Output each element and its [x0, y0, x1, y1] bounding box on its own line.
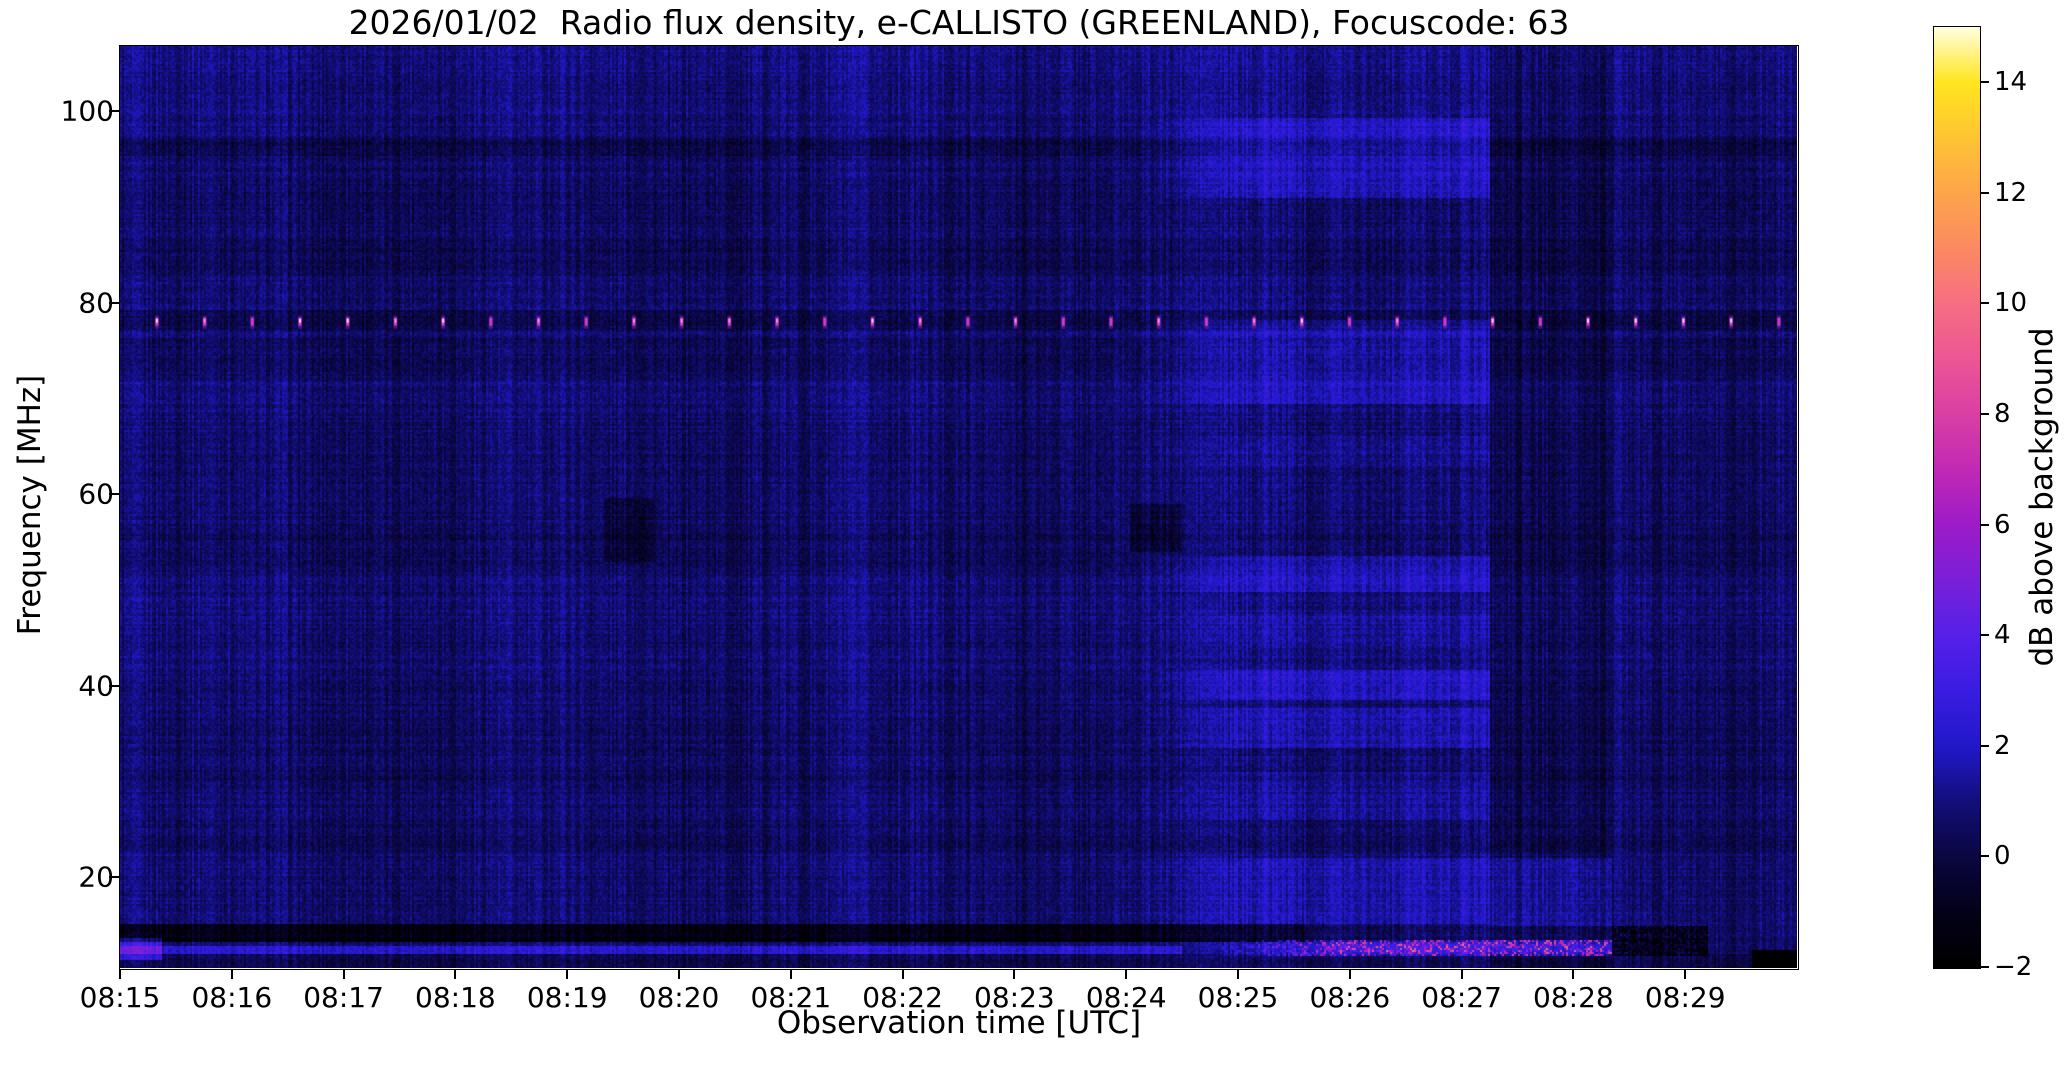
- colorbar-tick-mark: [1981, 81, 1989, 84]
- x-tick-mark: [1460, 969, 1463, 979]
- colorbar-tick-label: 12: [1994, 177, 2028, 208]
- x-tick-label: 08:22: [862, 981, 943, 1014]
- y-axis-label: Frequency [MHz]: [12, 374, 48, 636]
- x-tick-label: 08:23: [974, 981, 1055, 1014]
- x-tick-label: 08:21: [750, 981, 832, 1014]
- colorbar-tick-label: 6: [1994, 509, 2011, 540]
- colorbar-label: dB above background: [2024, 327, 2060, 667]
- x-tick-mark: [901, 969, 904, 979]
- x-tick-label: 08:15: [79, 981, 161, 1014]
- x-tick-mark: [342, 969, 345, 979]
- colorbar-tick-label: 8: [1994, 399, 2011, 430]
- x-tick-mark: [566, 969, 569, 979]
- y-tick-mark: [109, 301, 119, 304]
- colorbar-tick-label: 2: [1994, 730, 2011, 761]
- spectrogram-canvas: [120, 46, 1797, 968]
- x-tick-label: 08:24: [1085, 981, 1167, 1014]
- x-tick-label: 08:27: [1421, 981, 1502, 1014]
- colorbar-tick-mark: [1981, 855, 1989, 858]
- colorbar-tick-mark: [1981, 302, 1989, 305]
- x-tick-label: 08:25: [1197, 981, 1279, 1014]
- colorbar-tick-label: 10: [1994, 288, 2028, 319]
- colorbar-tick-label: 4: [1994, 620, 2011, 651]
- y-tick-label: 60: [78, 477, 114, 511]
- x-tick-label: 08:17: [303, 981, 384, 1014]
- colorbar-tick-mark: [1981, 634, 1989, 637]
- y-tick-mark: [109, 684, 119, 687]
- x-tick-mark: [1348, 969, 1351, 979]
- y-tick-mark: [109, 493, 119, 496]
- colorbar-tick-mark: [1981, 191, 1989, 194]
- x-tick-label: 08:20: [638, 981, 720, 1014]
- x-tick-mark: [789, 969, 792, 979]
- chart-title: 2026/01/02 Radio flux density, e-CALLIST…: [348, 3, 1570, 42]
- x-tick-mark: [454, 969, 457, 979]
- x-tick-mark: [1572, 969, 1575, 979]
- y-tick-label: 40: [78, 669, 114, 703]
- colorbar-tick-mark: [1981, 744, 1989, 747]
- x-tick-mark: [119, 969, 121, 979]
- x-tick-mark: [1013, 969, 1016, 979]
- colorbar-tick-mark: [1981, 523, 1989, 526]
- x-tick-label: 08:29: [1644, 981, 1726, 1014]
- x-tick-mark: [678, 969, 680, 979]
- y-tick-mark: [109, 876, 119, 879]
- y-tick-label: 20: [78, 860, 114, 894]
- x-tick-mark: [1125, 969, 1128, 979]
- x-tick-label: 08:26: [1309, 981, 1391, 1014]
- y-tick-label: 80: [78, 286, 114, 320]
- colorbar-tick-label: −2: [1994, 952, 2033, 982]
- colorbar-tick-mark: [1981, 413, 1989, 416]
- x-tick-mark: [1684, 969, 1687, 979]
- colorbar-gradient: [1933, 26, 1981, 969]
- x-axis-label: Observation time [UTC]: [776, 1005, 1142, 1041]
- x-tick-label: 08:16: [191, 981, 273, 1014]
- colorbar-tick-label: 14: [1994, 67, 2028, 98]
- y-tick-label: 100: [60, 94, 114, 128]
- x-tick-mark: [1237, 969, 1239, 979]
- x-tick-label: 08:19: [526, 981, 608, 1014]
- x-tick-label: 08:28: [1533, 981, 1614, 1014]
- x-tick-mark: [230, 969, 233, 979]
- x-tick-label: 08:18: [415, 981, 496, 1014]
- plot-area-frame: [119, 45, 1799, 970]
- colorbar-tick-label: 0: [1994, 841, 2011, 872]
- y-tick-mark: [109, 110, 119, 113]
- colorbar-tick-mark: [1981, 966, 1989, 968]
